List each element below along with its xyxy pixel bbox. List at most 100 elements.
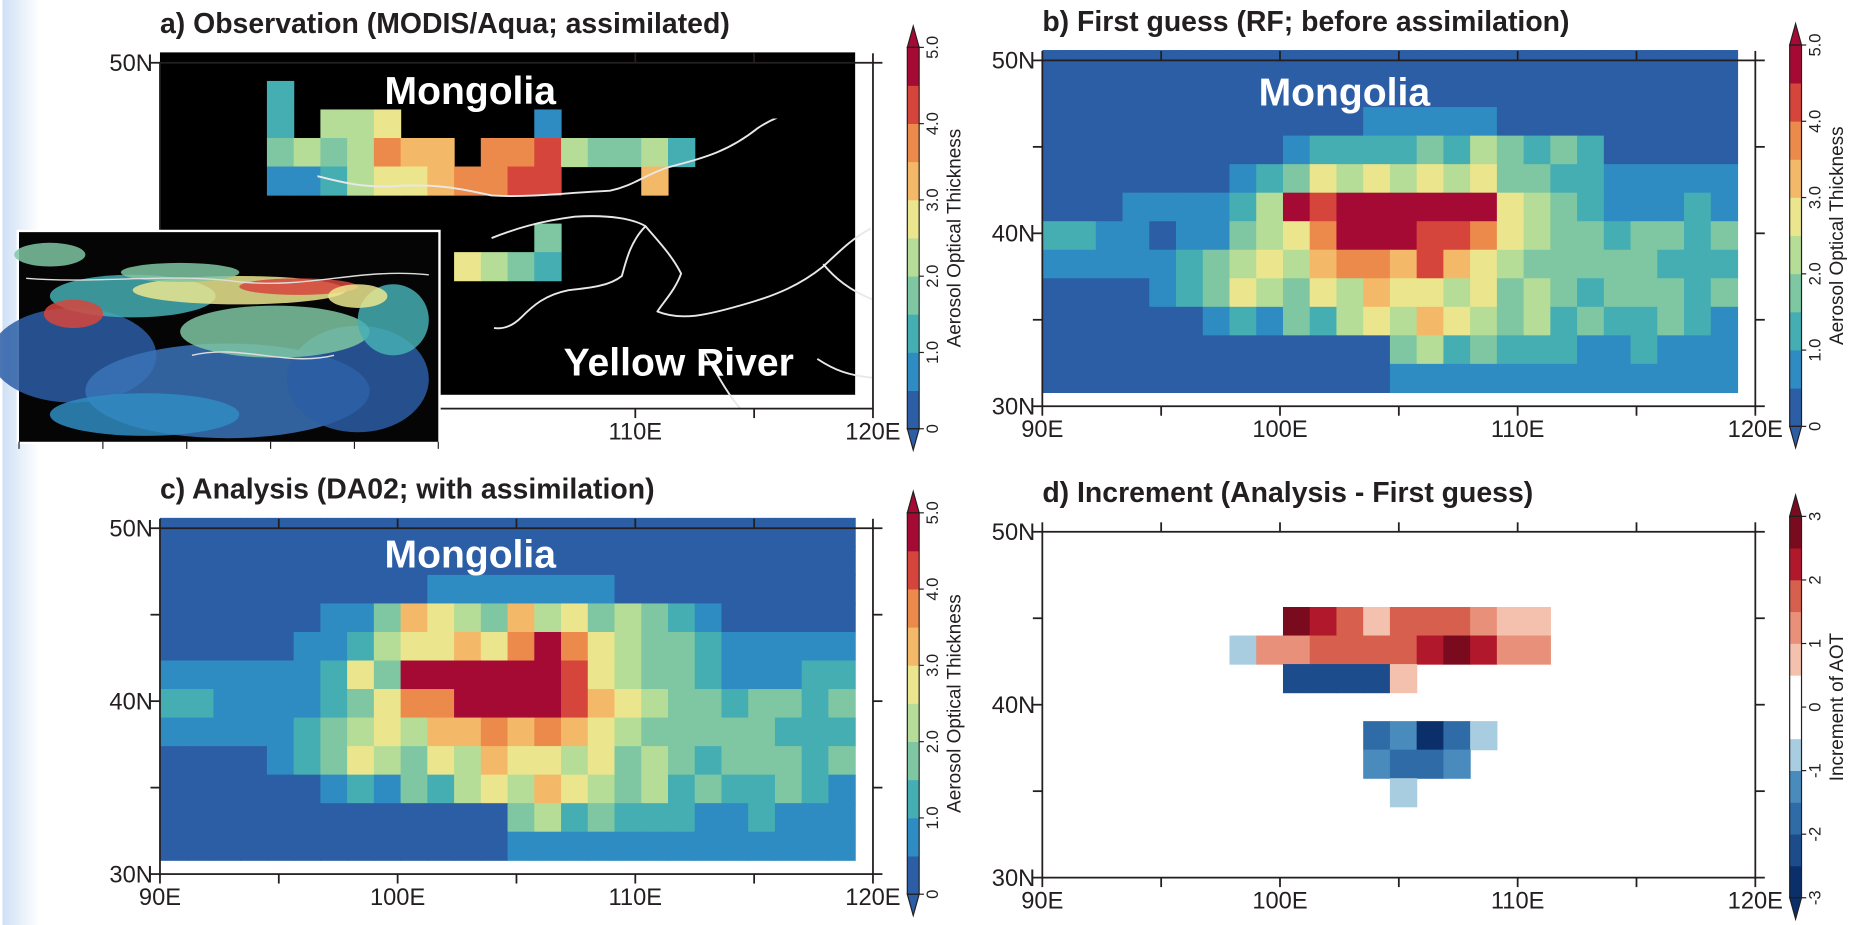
grid-cell: [1095, 306, 1124, 336]
grid-cell: [1389, 164, 1418, 194]
grid-cell: [1122, 192, 1150, 222]
grid-cell: [1095, 221, 1124, 251]
grid-cell: [1149, 335, 1177, 365]
grid-cell: [186, 517, 215, 547]
y-tick-label: 30N: [992, 866, 1035, 892]
grid-cell: [561, 746, 589, 776]
y-tick-label: 50N: [109, 51, 152, 77]
grid-cell: [1363, 249, 1391, 279]
grid-cell: [828, 574, 856, 605]
grid-cell: [373, 574, 402, 605]
grid-cell: [1149, 107, 1177, 137]
grid-cell: [1443, 135, 1471, 165]
panel-title: a) Observation (MODIS/Aqua; assimilated): [160, 8, 730, 40]
grid-cell: [1443, 749, 1471, 779]
grid-cell: [1416, 192, 1444, 222]
grid-cell: [1603, 249, 1632, 279]
grid-cell: [1256, 50, 1284, 80]
grid-cell: [1363, 721, 1391, 751]
colorbar-swatch: [1789, 516, 1802, 549]
grid-cell: [1657, 164, 1685, 194]
grid-cell: [1202, 50, 1231, 80]
grid-cell: [266, 603, 295, 633]
colorbar-tick-label: 4.0: [1805, 110, 1824, 133]
grid-cell: [266, 689, 295, 719]
grid-cell: [240, 831, 268, 861]
colorbar-swatch: [907, 199, 920, 239]
grid-cell: [1710, 135, 1739, 165]
grid-cell: [427, 137, 455, 168]
grid-cell: [1282, 135, 1311, 165]
grid-cell: [667, 546, 696, 576]
colorbar-swatch: [1789, 802, 1802, 835]
grid-cell: [1657, 78, 1685, 108]
grid-cell: [480, 660, 509, 690]
grid-cell: [507, 717, 535, 747]
grid-cell: [1256, 221, 1284, 251]
grid-cell: [266, 546, 295, 576]
grid-cell: [1176, 249, 1204, 279]
grid-cell: [427, 689, 455, 719]
grid-cell: [1282, 249, 1311, 279]
grid-cell: [1095, 107, 1124, 137]
grid-cell: [320, 517, 348, 547]
grid-cell: [1336, 278, 1364, 308]
grid-cell: [1496, 221, 1525, 251]
grid-cell: [159, 717, 188, 747]
grid-cell: [240, 660, 268, 690]
colorbar-swatch: [907, 123, 920, 163]
grid-cell: [1496, 78, 1525, 108]
grid-cell: [801, 774, 829, 804]
grid-cell: [1095, 192, 1124, 222]
grid-cell: [587, 774, 616, 804]
colorbar-swatch: [907, 161, 920, 201]
colorbar-tick-label: 0: [1805, 422, 1824, 431]
grid-cell: [748, 546, 776, 576]
grid-cell: [828, 660, 856, 690]
grid-cell: [801, 603, 829, 633]
grid-cell: [1363, 278, 1391, 308]
grid-cell: [266, 137, 295, 168]
grid-cell: [1229, 221, 1257, 251]
colorbar-swatch: [1789, 350, 1802, 389]
grid-cell: [1095, 363, 1124, 394]
grid-cell: [774, 660, 803, 690]
grid-cell: [1523, 107, 1551, 137]
grid-cell: [828, 603, 856, 633]
grid-cell: [667, 574, 696, 605]
grid-cell: [213, 803, 241, 833]
grid-cell: [213, 660, 241, 690]
grid-cell: [1630, 335, 1658, 365]
grid-cell: [1176, 107, 1204, 137]
grid-cell: [400, 746, 428, 776]
grid-cell: [748, 660, 776, 690]
x-tick-label: 90E: [139, 885, 181, 911]
grid-cell: [1309, 221, 1338, 251]
grid-cell: [1577, 164, 1605, 194]
region-label: Mongolia: [1259, 71, 1431, 114]
grid-cell: [1523, 192, 1551, 222]
grid-cell: [1229, 306, 1257, 336]
grid-cell: [1416, 249, 1444, 279]
grid-cell: [320, 603, 348, 633]
grid-cell: [1684, 107, 1712, 137]
grid-cell: [1309, 635, 1338, 665]
grid-cell: [1202, 164, 1231, 194]
grid-cell: [1042, 363, 1070, 394]
grid-cell: [507, 831, 535, 861]
grid-cell: [1202, 78, 1231, 108]
grid-cell: [186, 603, 215, 633]
grid-cell: [159, 831, 188, 861]
grid-cell: [1176, 192, 1204, 222]
grid-cell: [480, 689, 509, 719]
grid-cell: [614, 546, 642, 576]
grid-cell: [587, 546, 616, 576]
grid-cell: [748, 689, 776, 719]
grid-cell: [721, 831, 749, 861]
grid-cell: [1630, 221, 1658, 251]
grid-cell: [1069, 164, 1097, 194]
grid-cell: [561, 717, 589, 747]
grid-cell: [347, 137, 375, 168]
grid-cell: [641, 774, 669, 804]
